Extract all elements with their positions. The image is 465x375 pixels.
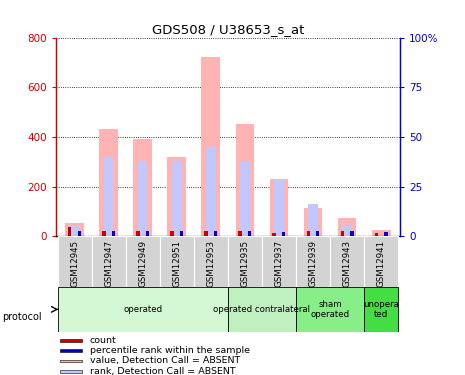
Bar	[338, 217, 357, 236]
Bar	[172, 161, 181, 236]
Text: operated: operated	[123, 305, 162, 314]
Bar	[306, 231, 310, 236]
Bar	[364, 236, 398, 287]
Bar	[316, 231, 319, 236]
Bar	[167, 157, 186, 236]
Bar	[170, 231, 174, 236]
Text: GSM12945: GSM12945	[70, 240, 79, 287]
Bar	[58, 287, 228, 332]
Bar	[102, 231, 106, 236]
Bar	[70, 226, 80, 236]
Text: protocol: protocol	[2, 312, 42, 322]
Bar	[248, 231, 252, 236]
Bar	[272, 233, 276, 236]
Bar	[228, 287, 296, 332]
Bar	[274, 178, 284, 236]
Bar	[214, 231, 217, 236]
Bar	[296, 287, 364, 332]
Bar	[60, 360, 82, 362]
Bar	[270, 179, 288, 236]
Bar	[240, 161, 250, 236]
Text: GSM12939: GSM12939	[308, 240, 318, 287]
Bar	[342, 226, 352, 236]
Bar	[159, 236, 194, 287]
Bar	[304, 208, 322, 236]
Text: unopera
ted: unopera ted	[363, 300, 399, 319]
Bar	[104, 157, 113, 236]
Bar	[239, 231, 242, 236]
Bar	[78, 231, 81, 236]
Text: sham
operated: sham operated	[311, 300, 350, 319]
Bar	[60, 370, 82, 373]
Bar	[341, 231, 344, 236]
Bar	[228, 236, 262, 287]
Bar	[364, 287, 398, 332]
Text: percentile rank within the sample: percentile rank within the sample	[90, 346, 250, 355]
Bar	[133, 140, 152, 236]
Bar	[92, 236, 126, 287]
Text: GSM12951: GSM12951	[172, 240, 181, 287]
Bar	[138, 161, 147, 236]
Bar	[60, 339, 82, 342]
Bar	[235, 124, 254, 236]
Bar	[296, 236, 330, 287]
Text: GSM12943: GSM12943	[343, 240, 352, 287]
Bar	[350, 231, 353, 236]
Bar	[68, 227, 72, 236]
Bar	[308, 204, 318, 236]
Bar	[194, 236, 228, 287]
Text: operated contralateral: operated contralateral	[213, 305, 311, 314]
Bar	[99, 129, 118, 236]
Bar	[112, 231, 115, 236]
Bar	[262, 236, 296, 287]
Bar	[58, 236, 92, 287]
Bar	[60, 349, 82, 352]
Bar	[146, 231, 149, 236]
Bar	[126, 236, 159, 287]
Bar	[372, 230, 391, 236]
Bar	[65, 223, 84, 236]
Text: GSM12935: GSM12935	[240, 240, 249, 287]
Text: GSM12941: GSM12941	[377, 240, 385, 287]
Bar	[375, 233, 378, 236]
Text: count: count	[90, 336, 117, 345]
Text: GSM12937: GSM12937	[274, 240, 284, 287]
Bar	[206, 147, 216, 236]
Bar	[282, 232, 286, 236]
Text: rank, Detection Call = ABSENT: rank, Detection Call = ABSENT	[90, 367, 235, 375]
Bar	[136, 231, 140, 236]
Text: GSM12947: GSM12947	[104, 240, 113, 287]
Bar	[204, 231, 208, 236]
Text: GSM12949: GSM12949	[138, 240, 147, 287]
Bar	[180, 231, 183, 236]
Bar	[330, 236, 364, 287]
Title: GDS508 / U38653_s_at: GDS508 / U38653_s_at	[152, 23, 304, 36]
Bar	[201, 57, 220, 236]
Text: value, Detection Call = ABSENT: value, Detection Call = ABSENT	[90, 356, 240, 365]
Text: GSM12953: GSM12953	[206, 240, 215, 287]
Bar	[384, 232, 388, 236]
